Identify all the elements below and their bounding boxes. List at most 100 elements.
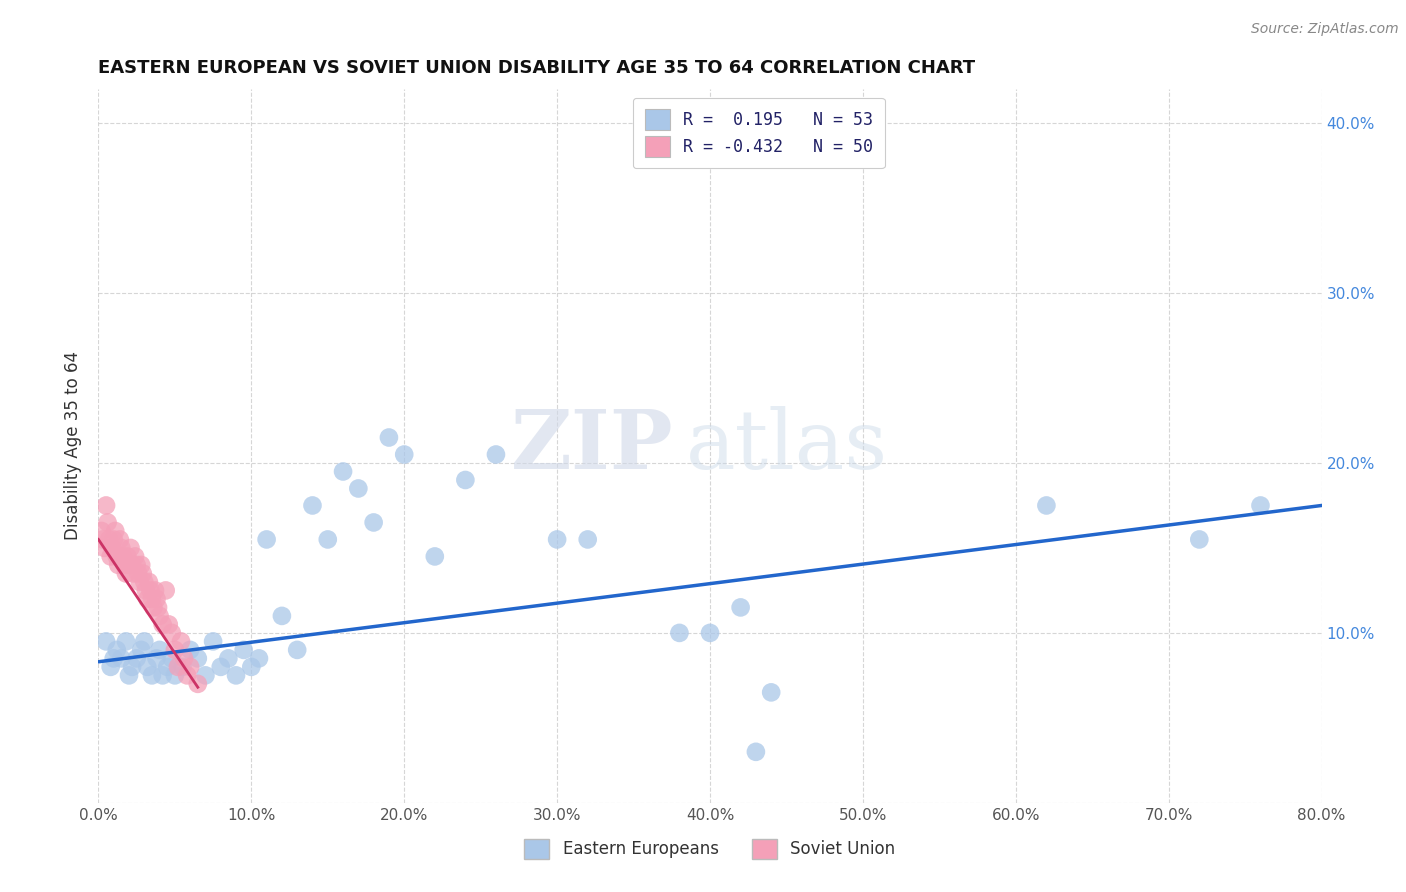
Point	[108, 533, 131, 547]
Point	[136, 591, 159, 606]
Point	[134, 634, 156, 648]
Point	[111, 549, 134, 564]
Point	[145, 651, 167, 665]
Point	[112, 558, 135, 572]
Point	[110, 541, 132, 555]
Point	[105, 643, 128, 657]
Point	[156, 660, 179, 674]
Point	[107, 558, 129, 572]
Text: ZIP: ZIP	[510, 406, 673, 486]
Point	[141, 591, 163, 606]
Point	[1249, 499, 1271, 513]
Point	[103, 533, 125, 547]
Point	[98, 533, 121, 547]
Point	[127, 566, 149, 581]
Point	[1035, 499, 1057, 513]
Point	[104, 524, 127, 538]
Point	[157, 617, 180, 632]
Point	[152, 668, 174, 682]
Point	[135, 583, 157, 598]
Point	[1188, 533, 1211, 547]
Point	[217, 651, 239, 665]
Point	[270, 608, 292, 623]
Point	[163, 643, 186, 657]
Point	[759, 685, 782, 699]
Point	[121, 660, 143, 674]
Point	[122, 566, 145, 581]
Point	[115, 566, 138, 581]
Point	[120, 541, 142, 555]
Point	[202, 634, 225, 648]
Point	[117, 549, 139, 564]
Text: Source: ZipAtlas.com: Source: ZipAtlas.com	[1251, 22, 1399, 37]
Point	[101, 541, 124, 555]
Point	[121, 558, 143, 572]
Point	[232, 643, 254, 657]
Point	[146, 600, 169, 615]
Point	[141, 668, 163, 682]
Point	[152, 617, 174, 632]
Point	[91, 533, 114, 547]
Point	[668, 626, 690, 640]
Point	[105, 549, 128, 564]
Point	[167, 660, 190, 674]
Point	[745, 745, 768, 759]
Point	[247, 651, 270, 665]
Point	[699, 626, 721, 640]
Point	[128, 574, 150, 589]
Point	[103, 651, 125, 665]
Y-axis label: Disability Age 35 to 64: Disability Age 35 to 64	[65, 351, 83, 541]
Point	[142, 600, 165, 615]
Point	[363, 516, 385, 530]
Point	[129, 643, 152, 657]
Point	[94, 499, 117, 513]
Point	[454, 473, 477, 487]
Point	[187, 651, 209, 665]
Point	[176, 668, 198, 682]
Point	[209, 660, 232, 674]
Point	[240, 660, 263, 674]
Point	[90, 524, 112, 538]
Point	[730, 600, 752, 615]
Point	[115, 634, 138, 648]
Point	[332, 465, 354, 479]
Point	[145, 591, 167, 606]
Point	[173, 651, 195, 665]
Point	[392, 448, 416, 462]
Point	[118, 668, 141, 682]
Point	[125, 558, 148, 572]
Point	[97, 516, 120, 530]
Point	[155, 583, 177, 598]
Point	[256, 533, 278, 547]
Point	[110, 651, 132, 665]
Point	[576, 533, 599, 547]
Point	[485, 448, 508, 462]
Point	[100, 660, 122, 674]
Point	[139, 583, 162, 598]
Point	[225, 668, 247, 682]
Point	[94, 634, 117, 648]
Point	[378, 430, 401, 444]
Point	[125, 651, 148, 665]
Point	[149, 643, 172, 657]
Point	[160, 651, 183, 665]
Point	[316, 533, 339, 547]
Point	[129, 558, 152, 572]
Point	[134, 574, 156, 589]
Point	[285, 643, 308, 657]
Point	[124, 549, 146, 564]
Text: atlas: atlas	[686, 406, 887, 486]
Point	[179, 660, 201, 674]
Point	[187, 677, 209, 691]
Point	[149, 608, 172, 623]
Point	[160, 626, 183, 640]
Point	[93, 541, 115, 555]
Point	[179, 643, 201, 657]
Point	[170, 634, 193, 648]
Point	[194, 668, 217, 682]
Text: EASTERN EUROPEAN VS SOVIET UNION DISABILITY AGE 35 TO 64 CORRELATION CHART: EASTERN EUROPEAN VS SOVIET UNION DISABIL…	[98, 59, 976, 77]
Point	[423, 549, 446, 564]
Point	[172, 660, 194, 674]
Legend: Eastern Europeans, Soviet Union: Eastern Europeans, Soviet Union	[517, 832, 903, 866]
Point	[163, 668, 186, 682]
